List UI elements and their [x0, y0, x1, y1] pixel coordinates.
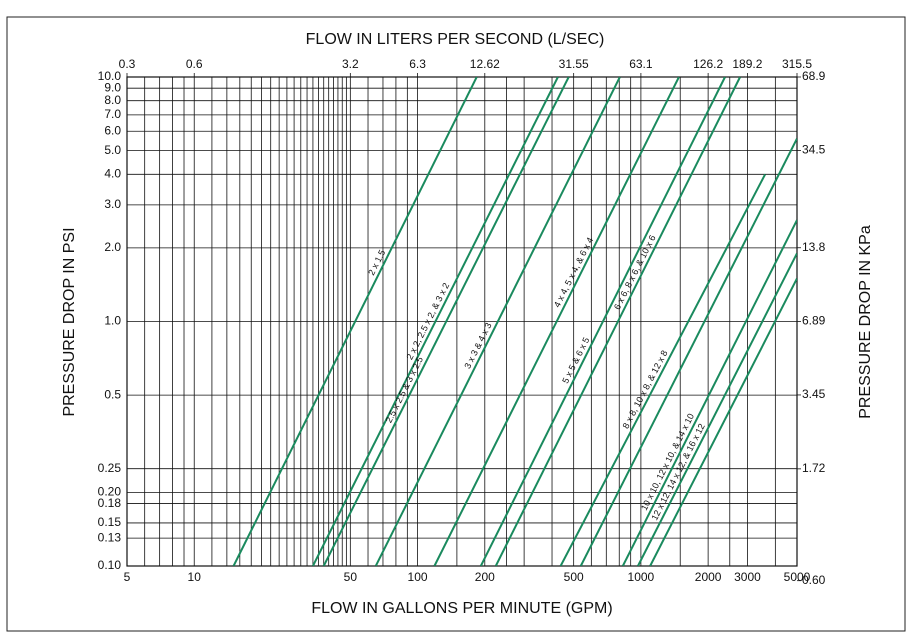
y2-axis-title: PRESSURE DROP IN KPa: [857, 225, 874, 419]
y2-tick-label: 6.89: [802, 314, 826, 328]
pipe-line: [312, 77, 559, 566]
pipe-line: [559, 173, 767, 566]
chart-frame: [6, 16, 906, 632]
y-tick-label: 0.18: [98, 496, 122, 510]
y-tick-label: 0.5: [104, 387, 121, 401]
series-group: [232, 77, 797, 566]
y-tick-label: 5.0: [104, 143, 121, 157]
x-tick-label: 100: [408, 570, 428, 584]
y-tick-label: 7.0: [104, 107, 121, 121]
x-tick-label: 1000: [628, 570, 655, 584]
y-tick-label: 6.0: [104, 123, 121, 137]
x2-tick-label: 12.62: [470, 57, 500, 71]
series-label: 8 x 8, 10 x 8, & 12 x 8: [621, 349, 670, 431]
series-label: 2.5 x 2.5 & 3 x 2.5: [384, 355, 425, 424]
x-tick-label: 3000: [734, 570, 761, 584]
x2-tick-label: 0.6: [186, 57, 203, 71]
y-tick-label: 0.15: [98, 515, 122, 529]
y-tick-label: 8.0: [104, 93, 121, 107]
y-tick-label: 10.0: [98, 69, 122, 83]
x-tick-label: 5: [124, 570, 131, 584]
x2-tick-label: 189.2: [732, 57, 762, 71]
y2-tick-label: 68.9: [802, 69, 826, 83]
x2-tick-label: 126.2: [693, 57, 723, 71]
y-tick-label: 2.0: [104, 240, 121, 254]
y-tick-label: 0.10: [98, 558, 122, 572]
x2-axis-title: FLOW IN LITERS PER SECOND (L/SEC): [306, 31, 605, 48]
series-label: 6 x 6, 8 x 6, & 10 x 6: [612, 233, 658, 311]
x2-tick-label: 31.55: [559, 57, 589, 71]
pipe-line: [494, 77, 741, 566]
x-tick-label: 200: [475, 570, 495, 584]
pipe-line: [649, 277, 797, 566]
x2-tick-label: 0.3: [119, 57, 136, 71]
pipe-line: [374, 77, 621, 566]
y2-tick-label: 13.8: [802, 240, 826, 254]
x2-tick-label: 3.2: [342, 57, 359, 71]
x-tick-label: 50: [344, 570, 358, 584]
pipe-line: [621, 219, 797, 566]
x-tick-label: 2000: [695, 570, 722, 584]
y-tick-label: 3.0: [104, 197, 121, 211]
y-tick-label: 1.0: [104, 314, 121, 328]
y-tick-label: 0.25: [98, 461, 122, 475]
y2-tick-label: 3.45: [802, 387, 826, 401]
pipe-line: [433, 77, 680, 566]
pipe-line: [637, 252, 797, 566]
pipe-line: [579, 138, 797, 566]
x-tick-label: 500: [564, 570, 584, 584]
y-tick-label: 0.13: [98, 530, 122, 544]
pipe-line: [479, 77, 726, 566]
y2-tick-label: 1.72: [802, 461, 826, 475]
y-tick-label: 9.0: [104, 80, 121, 94]
y-tick-label: 4.0: [104, 166, 121, 180]
y-tick-label: 0.20: [98, 485, 122, 499]
x-axis-title: FLOW IN GALLONS PER MINUTE (GPM): [311, 600, 612, 617]
x2-tick-label: 6.3: [409, 57, 426, 71]
y2-tick-label: 34.5: [802, 143, 826, 157]
x2-tick-label: 63.1: [629, 57, 653, 71]
x-tick-label: 10: [188, 570, 202, 584]
y-axis-title: PRESSURE DROP IN PSI: [61, 227, 78, 416]
pipe-line: [322, 77, 570, 566]
x-tick-label: 5000: [784, 570, 811, 584]
y2-tick-label: 0.60: [802, 573, 826, 587]
pipe-line: [232, 77, 478, 566]
x2-tick-label: 315.5: [782, 57, 812, 71]
